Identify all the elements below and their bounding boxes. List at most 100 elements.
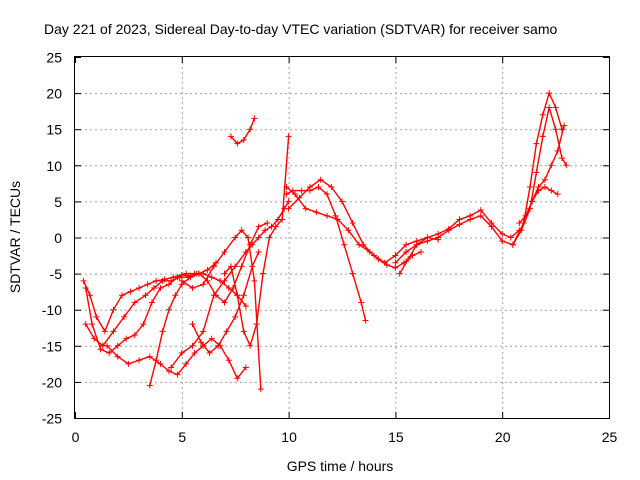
data-point [251, 277, 258, 284]
data-point [533, 140, 540, 147]
data-point [153, 357, 160, 364]
data-point [157, 285, 164, 292]
data-point [328, 183, 335, 190]
data-point [313, 209, 320, 216]
data-point [529, 198, 536, 205]
data-point [541, 183, 548, 190]
data-point [488, 223, 495, 230]
data-point [262, 227, 269, 234]
data-point [247, 342, 254, 349]
data-point [324, 191, 331, 198]
data-point [114, 342, 121, 349]
data-point [358, 299, 365, 306]
data-point [324, 212, 331, 219]
data-point [80, 277, 87, 284]
data-point [535, 187, 542, 194]
data-point [136, 285, 143, 292]
data-point [456, 216, 463, 223]
data-point [206, 350, 213, 357]
y-tick-label: 25 [46, 50, 62, 66]
data-point [272, 223, 279, 230]
data-point [467, 216, 474, 223]
data-point [298, 187, 305, 194]
data-point [165, 368, 172, 375]
data-point [110, 328, 117, 335]
y-tick-label: -25 [42, 411, 62, 427]
data-point [554, 191, 561, 198]
data-point [413, 241, 420, 248]
data-point [159, 277, 166, 284]
data-point [539, 111, 546, 118]
data-point [200, 281, 207, 288]
data-point [371, 252, 378, 259]
data-point [302, 205, 309, 212]
data-point [146, 353, 153, 360]
data-point [123, 335, 130, 342]
data-point [341, 241, 348, 248]
data-point [477, 212, 484, 219]
data-point [424, 238, 431, 245]
data-point [178, 350, 185, 357]
data-point [561, 122, 568, 129]
x-tick-label: 0 [72, 429, 80, 445]
data-point [127, 288, 134, 295]
series-track-18 [529, 183, 561, 205]
data-point [225, 357, 232, 364]
series-track-10 [227, 115, 258, 147]
data-point [104, 342, 111, 349]
data-point [93, 313, 100, 320]
data-point [86, 292, 93, 299]
data-point [242, 248, 249, 255]
data-point [198, 339, 205, 346]
data-point [245, 234, 252, 241]
data-point [208, 335, 215, 342]
data-point [405, 256, 412, 263]
data-point [195, 270, 202, 277]
x-tick-label: 5 [178, 429, 186, 445]
y-axis-label: SDTVAR / TECUs [7, 181, 23, 293]
data-point [362, 317, 369, 324]
data-point [215, 342, 222, 349]
data-point [266, 234, 273, 241]
y-tick-label: -10 [42, 302, 62, 318]
data-point [251, 115, 258, 122]
data-point [210, 263, 217, 270]
data-point [227, 263, 234, 270]
data-point [121, 313, 128, 320]
series-line [288, 178, 439, 264]
data-point [165, 281, 172, 288]
plot-frame [74, 56, 610, 419]
data-point [221, 248, 228, 255]
data-point [221, 270, 228, 277]
axis-ticks: 0 5 10 15 20 25 -25 -20 -15 -10 -5 0 5 10 15 20 25 [42, 50, 618, 446]
data-point [435, 234, 442, 241]
series-track-1 [80, 259, 219, 335]
data-point [548, 187, 555, 194]
data-point [253, 321, 260, 328]
data-point [392, 259, 399, 266]
data-point [153, 277, 160, 284]
data-point [541, 176, 548, 183]
y-tick-label: 0 [54, 230, 62, 246]
data-point [242, 364, 249, 371]
data-point [554, 147, 561, 154]
data-point [157, 360, 164, 367]
data-point [477, 207, 484, 214]
series-line [85, 272, 247, 354]
data-point [360, 241, 367, 248]
data-point [200, 328, 207, 335]
series-track-8 [178, 227, 264, 393]
series-layer [80, 90, 570, 393]
series-track-9 [221, 133, 292, 349]
data-point [189, 342, 196, 349]
series-line [286, 186, 422, 269]
data-point [249, 241, 256, 248]
grid-lines [75, 57, 609, 418]
data-point [142, 292, 149, 299]
data-point [131, 299, 138, 306]
data-point [208, 274, 215, 281]
series-line [518, 125, 565, 224]
data-point [131, 331, 138, 338]
data-point [125, 360, 132, 367]
data-point [396, 270, 403, 277]
